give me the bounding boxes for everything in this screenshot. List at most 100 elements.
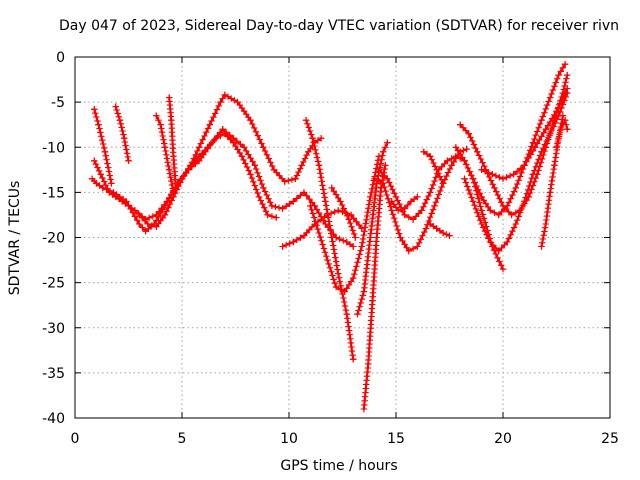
data-point xyxy=(478,220,485,228)
data-point xyxy=(142,228,149,235)
series-arc-18 xyxy=(420,148,447,187)
data-point xyxy=(240,144,248,151)
data-point xyxy=(307,202,314,210)
data-point xyxy=(260,184,267,192)
data-point xyxy=(414,243,421,250)
data-point xyxy=(478,166,485,173)
data-point xyxy=(531,144,539,151)
x-tick-label: 5 xyxy=(178,431,187,447)
data-point xyxy=(508,211,515,219)
data-point xyxy=(495,211,502,219)
data-point xyxy=(204,144,211,151)
data-point xyxy=(557,126,564,133)
data-point xyxy=(469,175,477,182)
data-point xyxy=(474,148,481,155)
data-point xyxy=(439,180,447,187)
data-point xyxy=(322,198,329,205)
data-point xyxy=(375,166,383,173)
data-point xyxy=(260,144,267,151)
data-point xyxy=(281,178,288,185)
y-tick-label: 0 xyxy=(56,50,65,66)
data-point xyxy=(360,288,368,295)
data-point xyxy=(264,211,271,219)
data-point xyxy=(234,98,241,106)
data-point xyxy=(487,238,494,246)
data-point xyxy=(91,157,98,164)
y-tick-label: -20 xyxy=(42,231,65,247)
data-point xyxy=(461,157,468,164)
data-point xyxy=(431,202,438,210)
data-point xyxy=(375,153,383,160)
data-point xyxy=(427,153,434,160)
data-point xyxy=(401,205,408,212)
data-point xyxy=(121,135,128,142)
data-point xyxy=(388,198,395,205)
data-point xyxy=(420,148,427,155)
data-point xyxy=(101,148,109,155)
data-point xyxy=(538,148,545,155)
data-point xyxy=(125,157,132,164)
data-point xyxy=(343,311,350,318)
data-point xyxy=(187,162,194,169)
data-point xyxy=(382,162,389,169)
data-point xyxy=(153,112,160,119)
data-point xyxy=(268,202,276,210)
data-point xyxy=(106,189,113,196)
series-arc-11 xyxy=(307,153,383,295)
data-point xyxy=(564,126,571,133)
data-point xyxy=(221,91,228,99)
data-point xyxy=(433,166,440,173)
data-point xyxy=(491,184,498,192)
data-point xyxy=(512,220,519,228)
data-point xyxy=(161,211,169,219)
data-point xyxy=(131,207,139,214)
data-point xyxy=(170,153,177,160)
data-point xyxy=(538,243,545,250)
x-tick-label: 15 xyxy=(387,431,405,447)
data-point xyxy=(302,117,310,124)
data-point xyxy=(251,162,258,169)
data-point xyxy=(341,288,348,295)
data-point xyxy=(564,71,571,79)
data-point xyxy=(279,205,286,212)
data-point xyxy=(427,189,434,196)
data-point xyxy=(255,193,263,201)
data-point xyxy=(157,121,164,128)
data-point xyxy=(367,234,374,241)
data-point xyxy=(166,94,173,101)
data-point xyxy=(365,360,372,368)
data-point xyxy=(380,148,387,155)
data-point xyxy=(521,162,528,169)
data-point xyxy=(309,135,316,142)
data-point xyxy=(354,311,361,318)
data-point xyxy=(163,198,171,205)
data-point xyxy=(561,117,569,124)
series-arc-4 xyxy=(91,106,115,187)
data-point xyxy=(166,166,173,173)
data-point xyxy=(407,198,415,205)
data-point xyxy=(279,243,286,250)
y-tick-label: -15 xyxy=(42,185,65,201)
data-point xyxy=(369,297,376,304)
data-point xyxy=(478,193,485,201)
series-arc-14 xyxy=(360,162,389,413)
data-point xyxy=(367,193,374,201)
data-point xyxy=(559,112,567,119)
data-point xyxy=(324,256,331,264)
data-point xyxy=(439,229,447,237)
series-arc-8 xyxy=(279,207,365,250)
data-point xyxy=(337,198,344,205)
data-point xyxy=(521,198,528,205)
data-point xyxy=(97,171,104,178)
data-point xyxy=(529,171,537,178)
data-point xyxy=(546,94,554,101)
data-point xyxy=(328,184,335,192)
series-arc-19 xyxy=(427,220,453,239)
data-point xyxy=(108,180,115,187)
data-point xyxy=(91,106,98,113)
x-axis-title: GPS time / hours xyxy=(280,458,397,474)
data-point xyxy=(230,139,237,146)
series-arc-22 xyxy=(461,89,571,255)
data-point xyxy=(504,238,511,246)
